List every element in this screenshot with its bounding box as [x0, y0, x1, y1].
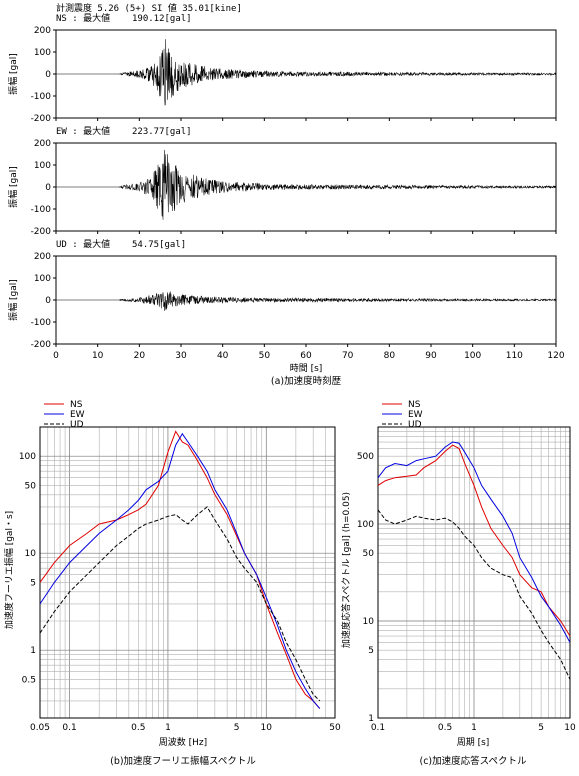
y-tick-label: 200	[34, 139, 51, 149]
x-tick-label: 0.5	[131, 723, 145, 733]
time-tick-label: 60	[300, 351, 312, 361]
x-tick-label: 1	[165, 723, 171, 733]
y-tick-label: -200	[31, 227, 52, 237]
time-tick-label: 20	[134, 351, 146, 361]
x-tick-label: 0.05	[30, 723, 50, 733]
x-tick-label: 0.1	[62, 723, 76, 733]
ew-waveform	[56, 149, 557, 220]
time-tick-label: 0	[53, 351, 59, 361]
legend-label-ud: UD	[408, 420, 422, 430]
legend-label-ew: EW	[70, 410, 85, 420]
ud-peak-value: 54.75[gal]	[132, 240, 186, 250]
y-tick-label: 10	[25, 549, 37, 559]
x-tick-label: 0.1	[371, 723, 385, 733]
ew-spectrum-line	[39, 432, 321, 709]
y-tick-label: 5	[30, 578, 36, 588]
ns-spectrum-line	[377, 444, 571, 637]
response-y-label: 加速度応答スペクトル [gal] (h=0.05)	[340, 492, 352, 648]
y-tick-label: 0.5	[22, 675, 36, 685]
time-tick-label: 50	[259, 351, 271, 361]
time-tick-label: 120	[547, 351, 564, 361]
y-tick-label: 10	[363, 617, 375, 627]
y-tick-label: -200	[31, 340, 52, 350]
ew-time-history-panel: EW : 最大値 223.77[gal] 200 100 0 -100 -200 振幅 […	[7, 125, 557, 237]
ns-time-history-panel: NS : 最大値 190.12[gal] 200 100 0 -100 -200 振幅 […	[7, 12, 557, 124]
plot-frame	[377, 426, 571, 719]
ew-peak-value: 223.77[gal]	[132, 127, 192, 137]
time-axis: 0 10 20 30 40 50 60 70 80 90 100 110 120	[53, 351, 565, 361]
time-tick-label: 90	[425, 351, 437, 361]
caption-c: (c)加速度応答スペクトル	[420, 755, 527, 767]
amplitude-axis-label: 振幅 [gal]	[7, 166, 19, 208]
fourier-y-label: 加速度フーリエ振幅 [gal・s]	[3, 511, 15, 629]
amplitude-axis-label: 振幅 [gal]	[7, 279, 19, 321]
x-tick-label: 10	[261, 723, 273, 733]
ud-spectrum-line	[377, 509, 571, 680]
y-tick-label: -100	[31, 205, 52, 215]
y-tick-label: 1	[368, 714, 374, 724]
x-tick-label: 50	[329, 723, 341, 733]
y-tick-label: 0	[45, 296, 51, 306]
y-tick-label: 5	[368, 646, 374, 656]
legend-label-ud: UD	[70, 420, 84, 430]
y-tick-label: 0	[45, 70, 51, 80]
y-tick-label: 0	[45, 183, 51, 193]
y-tick-label: 200	[34, 26, 51, 36]
ns-spectrum-line	[39, 430, 321, 709]
x-tick-label: 1	[471, 723, 477, 733]
plot-frame	[39, 426, 336, 719]
caption-b: (b)加速度フーリエ振幅スペクトル	[110, 755, 256, 767]
y-tick-label: 200	[34, 252, 51, 262]
y-tick-label: 50	[25, 481, 37, 491]
ns-peak-value: 190.12[gal]	[132, 14, 192, 24]
response-x-label: 周期 [s]	[457, 737, 490, 748]
time-tick-label: 100	[464, 351, 481, 361]
y-tick-label: 100	[357, 520, 374, 530]
time-tick-label: 70	[342, 351, 354, 361]
ew-spectrum-line	[377, 441, 571, 643]
y-tick-label: 100	[34, 48, 51, 58]
legend-label-ew: EW	[408, 410, 423, 420]
y-tick-label: 1	[30, 646, 36, 656]
y-tick-label: -100	[31, 92, 52, 102]
ns-waveform	[56, 39, 557, 106]
time-tick-label: 30	[175, 351, 187, 361]
y-tick-label: -100	[31, 318, 52, 328]
x-tick-label: 5	[538, 723, 544, 733]
ud-peak-label: UD : 最大値	[56, 238, 110, 250]
y-tick-label: 500	[357, 452, 374, 462]
fourier-x-label: 周波数 [Hz]	[159, 736, 207, 748]
legend-label-ns: NS	[70, 400, 83, 410]
y-tick-label: 50	[363, 549, 375, 559]
y-tick-label: 100	[19, 452, 36, 462]
x-tick-label: 5	[234, 723, 240, 733]
y-tick-label: -200	[31, 114, 52, 124]
time-tick-label: 40	[217, 351, 229, 361]
time-axis-label: 時間 [s]	[290, 363, 323, 374]
ns-peak-label: NS : 最大値	[56, 12, 110, 24]
time-tick-label: 110	[506, 351, 523, 361]
time-tick-label: 80	[384, 351, 396, 361]
y-tick-label: 100	[34, 161, 51, 171]
y-tick-label: 100	[34, 274, 51, 284]
ud-spectrum-line	[39, 506, 321, 702]
x-tick-label: 0.5	[438, 723, 452, 733]
legend-label-ns: NS	[408, 400, 421, 410]
amplitude-axis-label: 振幅 [gal]	[7, 53, 19, 95]
header-line: 計測震度 5.26 (5+) SI 値 35.01[kine]	[56, 2, 242, 14]
time-tick-label: 10	[92, 351, 104, 361]
caption-a: (a)加速度時刻歴	[271, 375, 342, 387]
x-tick-label: 10	[564, 723, 576, 733]
ud-waveform	[56, 291, 557, 311]
ew-peak-label: EW : 最大値	[56, 125, 110, 137]
ud-time-history-panel: UD : 最大値 54.75[gal] 200 100 0 -100 -200 振幅 [g…	[7, 238, 557, 350]
